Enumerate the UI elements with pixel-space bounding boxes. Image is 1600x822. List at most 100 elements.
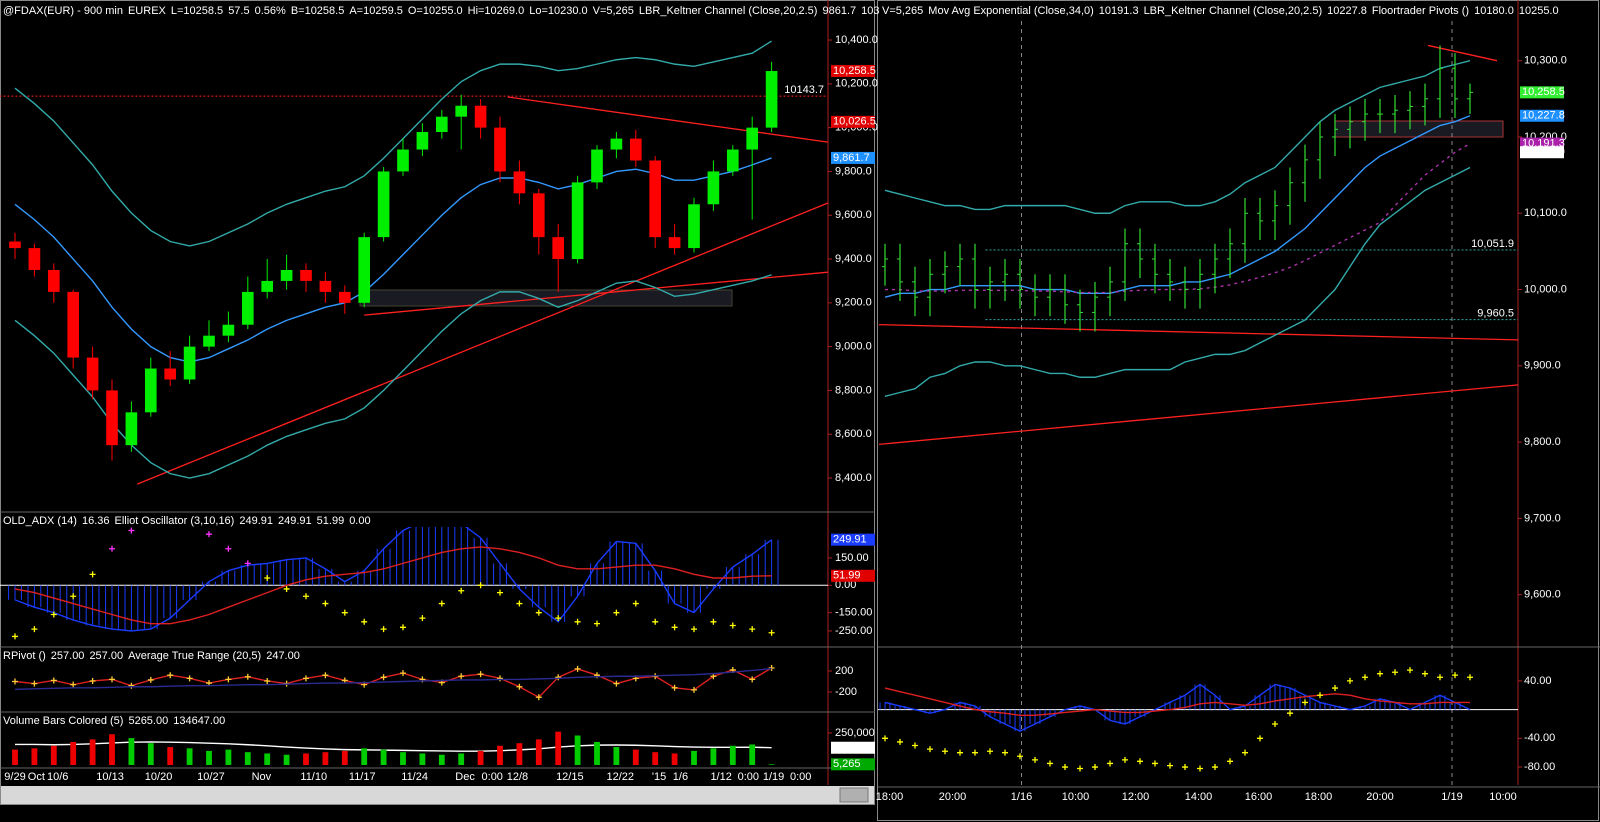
cross-point: [652, 618, 659, 625]
candle-body: [435, 116, 448, 133]
cross-point: [477, 671, 484, 678]
cross-point: [89, 677, 96, 684]
volume-bar: [167, 747, 174, 765]
volume-bar: [438, 754, 445, 765]
header-text: L=10258.5: [171, 5, 223, 17]
cross-point: [303, 675, 309, 682]
volume-bar: [768, 764, 775, 765]
volume-bar: [710, 748, 717, 765]
price-flag-label: 10,258.5: [1522, 86, 1565, 98]
cross-point: [1062, 764, 1068, 771]
x-tick-label: 18:00: [1305, 791, 1333, 803]
scrollbar[interactable]: [1, 786, 874, 804]
volume-bar: [109, 734, 115, 765]
series-line: [15, 741, 772, 752]
header-backdrop: [1, 3, 826, 17]
cross-point: [167, 672, 174, 679]
x-tick-label: '15: [652, 771, 666, 783]
cross-point: [555, 615, 562, 622]
volume-bar: [535, 739, 542, 765]
cross-point: [380, 626, 387, 633]
candle-body: [726, 149, 739, 172]
cross-point: [1437, 674, 1443, 681]
volume-bar: [671, 753, 678, 765]
cross-point: [1122, 756, 1128, 763]
candle-body: [125, 412, 138, 446]
header-text: 57.5: [228, 5, 249, 17]
x-tick-label: 1/12: [710, 771, 731, 783]
cross-point: [1317, 692, 1323, 699]
cross-point: [729, 622, 736, 629]
series-line: [14, 274, 772, 479]
header-text: @FDAX(EUR) - 900 min: [3, 5, 123, 17]
price-flag-label: 10,180.0: [1522, 146, 1565, 158]
price-flag: [831, 65, 875, 78]
cross-point: [1392, 669, 1398, 676]
cross-point: [749, 626, 756, 633]
candle-body: [765, 71, 778, 128]
y-tick-label: 10,000.0: [1524, 283, 1567, 295]
x-tick-label: 11/10: [300, 771, 327, 783]
candle-body: [241, 291, 254, 325]
cross-point: [264, 574, 271, 581]
cross-point: [749, 676, 756, 683]
volume-bar: [380, 749, 387, 765]
cross-point: [1182, 764, 1188, 771]
header-text: 10227.8: [1327, 5, 1367, 17]
y-tick-label: -200: [835, 686, 857, 698]
level-label: 10,051.9: [1471, 238, 1514, 250]
x-tick-label: Dec: [455, 771, 475, 783]
series-line: [14, 157, 772, 363]
cross-point: [458, 587, 465, 594]
scrollbar-thumb[interactable]: [839, 787, 869, 803]
cross-point: [1347, 677, 1353, 684]
volume-bar: [555, 731, 562, 765]
candle-body: [183, 346, 196, 380]
cross-point: [70, 593, 77, 600]
header-text: 51.99: [317, 515, 345, 527]
candle-body: [300, 269, 312, 281]
candle-body: [377, 171, 390, 238]
cross-point: [322, 672, 329, 679]
header-text: 10180.0: [1474, 5, 1514, 17]
cross-point: [438, 600, 445, 607]
cross-point: [244, 673, 251, 680]
price-flag: [831, 758, 875, 771]
price-flag: [831, 115, 875, 128]
series-line: [14, 40, 772, 247]
cross-point: [380, 674, 387, 681]
cross-point: [574, 618, 581, 625]
cross-point: [419, 615, 426, 622]
y-tick-label: 8,600.0: [835, 428, 872, 440]
cross-point: [710, 618, 717, 625]
cross-point: [574, 665, 581, 672]
volume-bar: [89, 739, 96, 765]
cross-point: [768, 665, 775, 672]
cross-point: [1377, 670, 1383, 677]
cross-point: [613, 609, 620, 616]
header-text: 10191.3: [1099, 5, 1139, 17]
header-text: 10255.0: [1519, 5, 1559, 17]
header-text: Average True Range (20,5): [128, 650, 261, 662]
cross-point: [613, 680, 620, 687]
candle-body: [338, 291, 351, 303]
level-label: 10143.7: [784, 84, 824, 96]
x-tick-label: 11/24: [401, 771, 428, 783]
cross-point: [1077, 765, 1083, 772]
cross-point: [12, 678, 18, 685]
y-tick-label: 10,200.0: [835, 78, 878, 90]
price-flag: [1520, 86, 1564, 99]
volume-bar: [652, 752, 659, 765]
cross-point: [1242, 749, 1248, 756]
cross-point: [1257, 735, 1263, 742]
volume-bar: [70, 741, 77, 765]
y-tick-label: -40.00: [1524, 732, 1555, 744]
y-tick-label: 8,800.0: [835, 384, 872, 396]
volume-bar: [341, 750, 348, 765]
cross-point: [186, 675, 193, 682]
price-flag-label: 249.91: [833, 534, 867, 546]
x-tick-label: 10:00: [1062, 791, 1090, 803]
cross-point: [1092, 764, 1098, 771]
candle-body: [397, 149, 409, 172]
price-flag: [831, 569, 875, 582]
